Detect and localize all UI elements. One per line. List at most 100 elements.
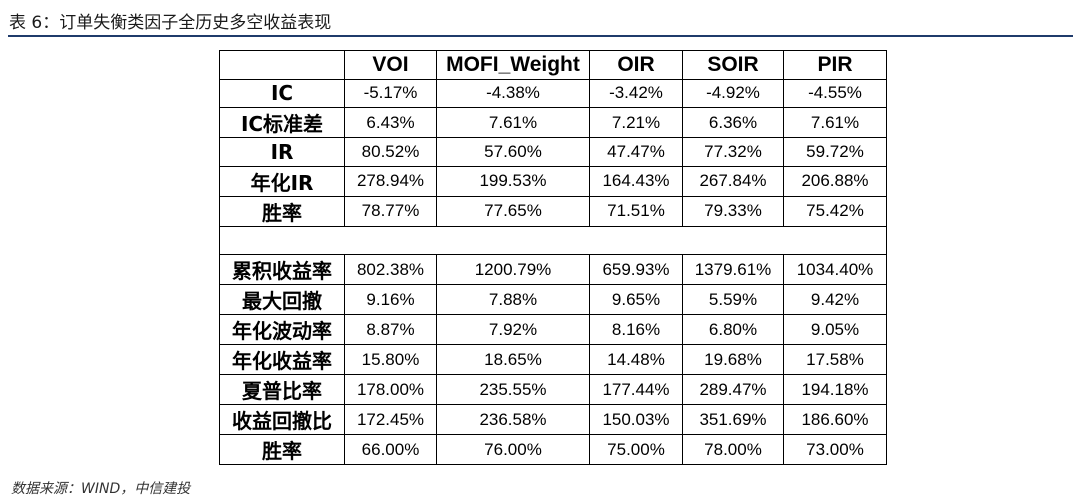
table-row: 夏普比率 178.00% 235.55% 177.44% 289.47% 194.18% <box>219 374 887 406</box>
row-label: 年化IR <box>219 165 345 197</box>
table-cell: 80.52% <box>344 137 437 167</box>
row-label: IC <box>219 78 345 109</box>
table-cell: 59.72% <box>783 137 887 167</box>
table-cell: 278.94% <box>344 165 437 197</box>
table-cell: 8.16% <box>589 314 683 346</box>
table-cell: 75.00% <box>589 434 683 466</box>
row-label: 胜率 <box>219 195 345 227</box>
table-row: 收益回撤比 172.45% 236.58% 150.03% 351.69% 186.60% <box>219 404 887 436</box>
table-cell: 7.61% <box>783 107 887 139</box>
factor-performance-table: VOI MOFI_Weight OIR SOIR PIR IC -5.17% -4.… <box>219 50 887 466</box>
table-row: 最大回撤 9.16% 7.88% 9.65% 5.59% 9.42% <box>219 284 887 316</box>
table-cell: -4.38% <box>436 78 590 109</box>
table-cell: 73.00% <box>783 434 887 466</box>
table-cell: 172.45% <box>344 404 437 436</box>
table-cell: 164.43% <box>589 165 683 197</box>
table-cell: 7.21% <box>589 107 683 139</box>
table-cell: 1379.61% <box>682 254 784 286</box>
caption-divider <box>8 35 1073 37</box>
header-cell-corner <box>219 50 345 80</box>
table-caption: 表 6：订单失衡类因子全历史多空收益表现 <box>9 13 332 33</box>
table-cell: 6.43% <box>344 107 437 139</box>
table-row: 年化收益率 15.80% 18.65% 14.48% 19.68% 17.58% <box>219 344 887 376</box>
table-cell: 9.16% <box>344 284 437 316</box>
table-cell: 78.77% <box>344 195 437 227</box>
table-cell: 57.60% <box>436 137 590 167</box>
table-row: IC标准差 6.43% 7.61% 7.21% 6.36% 7.61% <box>219 107 887 139</box>
table-cell: 15.80% <box>344 344 437 376</box>
table-cell: 199.53% <box>436 165 590 197</box>
table-cell: 77.32% <box>682 137 784 167</box>
table-cell: 802.38% <box>344 254 437 286</box>
data-source-note: 数据来源：WIND，中信建投 <box>11 481 191 497</box>
table-row: 累积收益率 802.38% 1200.79% 659.93% 1379.61% 1034.… <box>219 254 887 286</box>
header-cell-pir: PIR <box>783 50 887 80</box>
table-cell: 7.88% <box>436 284 590 316</box>
table-cell <box>783 225 887 256</box>
table-cell: 177.44% <box>589 374 683 406</box>
table-cell: 659.93% <box>589 254 683 286</box>
table-cell: 79.33% <box>682 195 784 227</box>
row-label: IR <box>219 137 345 167</box>
table-cell: 1034.40% <box>783 254 887 286</box>
header-cell-oir: OIR <box>589 50 683 80</box>
table-cell: 18.65% <box>436 344 590 376</box>
row-label: 累积收益率 <box>219 254 345 286</box>
table-cell: 77.65% <box>436 195 590 227</box>
table-row <box>219 225 887 256</box>
header-cell-soir: SOIR <box>682 50 784 80</box>
table-row: 年化IR 278.94% 199.53% 164.43% 267.84% 206.88% <box>219 165 887 197</box>
table-cell: 206.88% <box>783 165 887 197</box>
table-cell <box>682 225 784 256</box>
table-cell: -3.42% <box>589 78 683 109</box>
table-cell: 1200.79% <box>436 254 590 286</box>
table-cell: 178.00% <box>344 374 437 406</box>
table-cell: 5.59% <box>682 284 784 316</box>
row-label: 胜率 <box>219 434 345 466</box>
row-label: 最大回撤 <box>219 284 345 316</box>
table-cell: 6.80% <box>682 314 784 346</box>
table-cell: 235.55% <box>436 374 590 406</box>
table-cell: 7.61% <box>436 107 590 139</box>
row-label: 收益回撤比 <box>219 404 345 436</box>
table-cell: 76.00% <box>436 434 590 466</box>
table-cell: 78.00% <box>682 434 784 466</box>
table-cell: 289.47% <box>682 374 784 406</box>
row-label: IC标准差 <box>219 107 345 139</box>
table-cell: 6.36% <box>682 107 784 139</box>
row-label: 夏普比率 <box>219 374 345 406</box>
table-cell: 66.00% <box>344 434 437 466</box>
table-cell: 75.42% <box>783 195 887 227</box>
table-row: IR 80.52% 57.60% 47.47% 77.32% 59.72% <box>219 137 887 167</box>
header-cell-mofi-weight: MOFI_Weight <box>436 50 590 80</box>
header-cell-voi: VOI <box>344 50 437 80</box>
table-cell: 14.48% <box>589 344 683 376</box>
table-cell: 9.65% <box>589 284 683 316</box>
table-cell: -4.92% <box>682 78 784 109</box>
table-cell: -4.55% <box>783 78 887 109</box>
table-cell: 267.84% <box>682 165 784 197</box>
table-cell: 194.18% <box>783 374 887 406</box>
table-cell: 9.42% <box>783 284 887 316</box>
table-cell: 71.51% <box>589 195 683 227</box>
table-row: 年化波动率 8.87% 7.92% 8.16% 6.80% 9.05% <box>219 314 887 346</box>
table-cell: 150.03% <box>589 404 683 436</box>
table-cell <box>436 225 590 256</box>
table-cell: 7.92% <box>436 314 590 346</box>
table-cell: 186.60% <box>783 404 887 436</box>
table-cell: -5.17% <box>344 78 437 109</box>
table-cell <box>344 225 437 256</box>
table-cell: 47.47% <box>589 137 683 167</box>
table-cell: 9.05% <box>783 314 887 346</box>
header-row: VOI MOFI_Weight OIR SOIR PIR <box>219 50 887 80</box>
table-row: IC -5.17% -4.38% -3.42% -4.92% -4.55% <box>219 78 887 109</box>
table-cell: 19.68% <box>682 344 784 376</box>
table-cell: 236.58% <box>436 404 590 436</box>
table-cell: 17.58% <box>783 344 887 376</box>
table-cell: 8.87% <box>344 314 437 346</box>
table-row: 胜率 78.77% 77.65% 71.51% 79.33% 75.42% <box>219 195 887 227</box>
row-label: 年化收益率 <box>219 344 345 376</box>
table-row: 胜率 66.00% 76.00% 75.00% 78.00% 73.00% <box>219 434 887 466</box>
row-label <box>219 225 345 256</box>
row-label: 年化波动率 <box>219 314 345 346</box>
